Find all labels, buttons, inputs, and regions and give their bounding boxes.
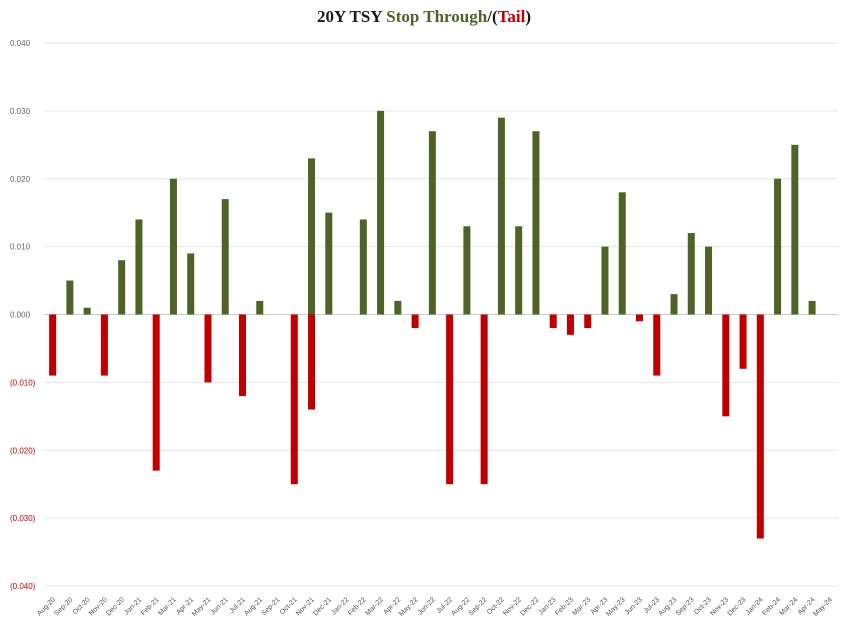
x-tick-label: Mar-23 (571, 596, 592, 617)
bar-positive (774, 178, 782, 315)
bar-negative (549, 314, 557, 329)
bar-positive (463, 226, 471, 315)
x-tick-label: Sep-20 (53, 596, 74, 617)
x-tick-label: May-24 (812, 596, 834, 618)
bar-negative (204, 314, 212, 383)
x-tick-label: Dec-20 (105, 596, 126, 617)
title-close: ) (525, 7, 532, 26)
bar-positive (118, 260, 126, 315)
bar-positive (497, 117, 505, 315)
bar-positive (515, 226, 523, 315)
bar-negative (722, 314, 730, 417)
bar-negative (446, 314, 454, 485)
y-tick-label: 0.020 (10, 175, 31, 184)
bar-negative (152, 314, 160, 471)
bar-positive (256, 300, 264, 315)
bar-positive (169, 178, 177, 315)
x-tick-label: Mar-24 (779, 596, 800, 617)
bar-positive (601, 246, 609, 315)
bar-negative (290, 314, 298, 485)
x-tick-label: Jun-21 (210, 596, 230, 616)
bar-positive (428, 131, 436, 315)
x-tick-label: Feb-23 (554, 596, 575, 617)
bar-positive (308, 158, 316, 315)
x-tick-label: Sep-21 (261, 596, 282, 617)
title-base: 20Y TSY (316, 7, 382, 26)
y-tick-label: (0.010) (10, 378, 36, 387)
x-tick-label: Feb-24 (761, 596, 782, 617)
bar-positive (808, 300, 816, 315)
x-tick-label: May-23 (605, 596, 627, 618)
x-tick-label: Dec-23 (727, 596, 748, 617)
bar-negative (308, 314, 316, 410)
bar-positive (359, 219, 367, 315)
bar-positive (791, 144, 799, 315)
y-tick-label: (0.040) (10, 582, 36, 591)
bar-negative (100, 314, 108, 376)
bar-positive (221, 199, 229, 315)
y-tick-label: 0.030 (10, 107, 31, 116)
x-tick-label: May-22 (398, 596, 420, 618)
bar-positive (325, 212, 333, 315)
y-tick-label: (0.030) (10, 514, 36, 523)
bar-positive (670, 294, 678, 315)
x-tick-label: Dec-22 (519, 596, 540, 617)
x-tick-label: Jun-23 (624, 596, 644, 616)
x-tick-label: Feb-22 (347, 596, 368, 617)
bar-negative (49, 314, 57, 376)
bar-positive (532, 131, 540, 315)
title-separator: /( (487, 7, 498, 26)
y-tick-label: 0.040 (10, 39, 31, 48)
y-axis-ticks: 0.040 0.030 0.020 0.010 0.000 (0.010) (0.020) (… (10, 39, 36, 591)
x-tick-label: Dec-21 (312, 596, 333, 617)
bar-positive (83, 307, 91, 315)
bar-negative (756, 314, 764, 539)
chart-title: 20Y TSY Stop Through/(Tail) (0, 6, 848, 28)
title-positive: Stop Through (386, 7, 488, 26)
grid-lines (44, 42, 838, 587)
bar-positive (187, 253, 195, 315)
bar-positive (377, 110, 385, 315)
y-tick-label: 0.010 (10, 243, 31, 252)
bar-positive (135, 219, 143, 315)
x-axis-ticks: Aug-20Sep-20Oct-20Nov-20Dec-20Jan-21Feb-… (36, 596, 834, 618)
x-tick-label: Sep-23 (675, 596, 696, 617)
x-tick-label: Feb-21 (140, 596, 161, 617)
y-tick-label: 0.000 (10, 311, 31, 320)
bars (49, 110, 816, 539)
bar-negative (480, 314, 488, 485)
bar-positive (705, 246, 713, 315)
bar-negative (636, 314, 643, 322)
bar-negative (239, 314, 246, 396)
bar-positive (394, 300, 402, 315)
bar-positive (66, 280, 74, 315)
bar-negative (411, 314, 419, 329)
bar-positive (687, 233, 695, 315)
bar-negative (584, 314, 592, 329)
bar-negative (653, 314, 661, 376)
x-tick-label: May-21 (191, 596, 213, 618)
bar-negative (566, 314, 574, 335)
title-negative: Tail (497, 7, 526, 26)
x-tick-label: Jun-22 (417, 596, 437, 616)
x-tick-label: Sep-22 (468, 596, 489, 617)
bar-positive (618, 192, 626, 315)
x-tick-label: Mar-21 (157, 596, 178, 617)
bar-negative (739, 314, 747, 369)
x-tick-label: Mar-22 (364, 596, 385, 617)
y-tick-label: (0.020) (10, 446, 36, 455)
